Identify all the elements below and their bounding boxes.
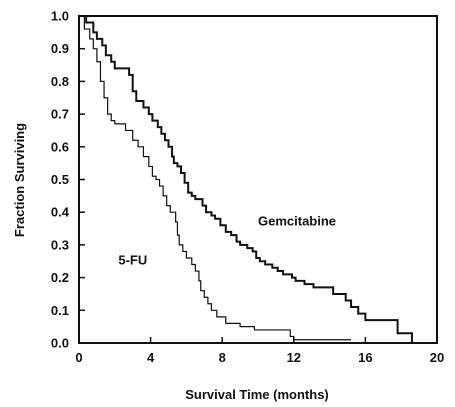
series-line-5-fu [79, 15, 352, 341]
y-tick-label: 0.5 [51, 172, 69, 187]
y-tick-label: 0.0 [51, 336, 69, 351]
x-tick-label: 16 [358, 350, 372, 365]
y-tick-label: 0.3 [51, 237, 69, 252]
y-tick-label: 0.1 [51, 303, 69, 318]
y-tick-label: 0.9 [51, 41, 69, 56]
series-line-gemcitabine [79, 15, 413, 343]
y-tick-label: 0.8 [51, 74, 69, 89]
y-tick-label: 0.6 [51, 139, 69, 154]
x-axis-ticks: 0 4 8 12 16 20 [75, 337, 444, 365]
y-axis-title: Fraction Surviving [12, 123, 27, 237]
plot-area [78, 15, 438, 344]
series-layer [79, 15, 413, 343]
y-axis-ticks: 0.0 0.1 0.2 0.3 0.4 0.5 0.6 0.7 0.8 0.9 1.0 [51, 9, 85, 351]
y-tick-label: 0.7 [51, 107, 69, 122]
x-tick-label: 0 [75, 350, 82, 365]
annotation-layer: Gemcitabine 5-FU [118, 213, 336, 267]
x-tick-label: 4 [147, 350, 155, 365]
y-tick-label: 1.0 [51, 9, 69, 24]
plot-frame [78, 15, 438, 344]
y-tick-label: 0.2 [51, 270, 69, 285]
x-tick-label: 8 [219, 350, 226, 365]
y-tick-label: 0.4 [51, 205, 70, 220]
x-tick-label: 12 [287, 350, 301, 365]
x-axis-title: Survival Time (months) [185, 387, 329, 402]
series-label-5-fu: 5-FU [118, 253, 147, 268]
series-label-gemcitabine: Gemcitabine [258, 213, 336, 228]
x-tick-label: 20 [430, 350, 444, 365]
